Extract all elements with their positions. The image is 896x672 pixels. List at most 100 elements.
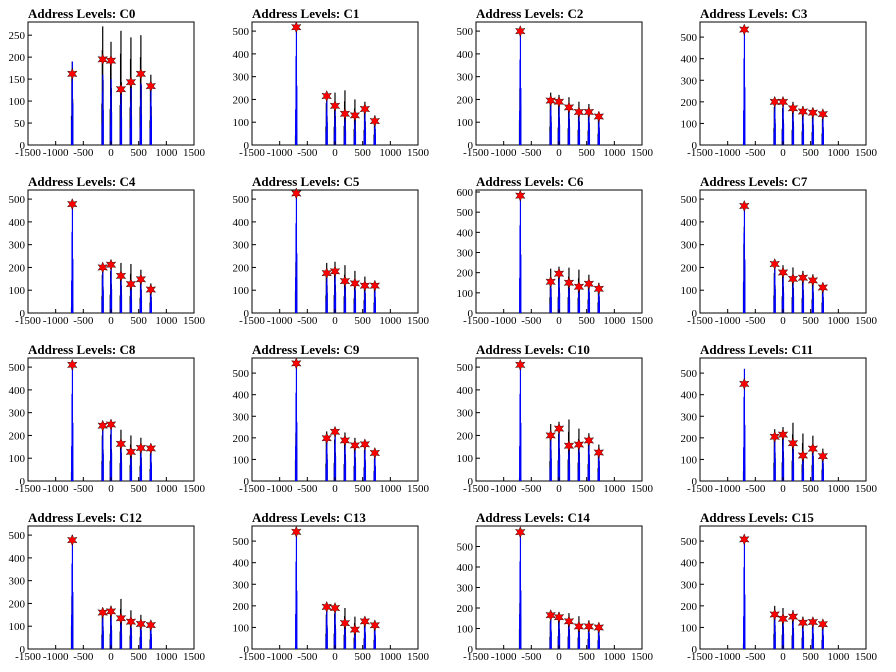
peak-marker [787,102,799,115]
panel-title: Address Levels: C0 [28,6,135,21]
y-tick-label: 200 [681,433,698,445]
peak-marker [115,437,127,450]
peak-marker [67,358,78,371]
x-tick-label: -1500 [463,483,489,495]
peak-marker [769,608,780,621]
peak-marker [739,199,750,212]
y-tick-label: 100 [233,454,250,466]
peak-marker [583,620,595,633]
y-tick-label: 300 [681,579,698,591]
x-tick-label: -1000 [715,147,741,159]
peak-marker [515,25,526,38]
x-tick-label: -500 [745,147,766,159]
histogram-panel-14: Address Levels: C14 0 100 200 300 400 500 -1500… [448,504,672,672]
peak-marker [115,83,127,96]
panel-title: Address Levels: C3 [700,6,808,21]
y-tick-label: 200 [681,97,698,109]
x-tick-label: -1000 [43,315,69,327]
x-tick-label: 1000 [155,483,178,495]
peak-marker [145,80,157,93]
y-tick-label: 500 [233,26,250,38]
y-tick-label: 200 [681,262,698,274]
peak-marker [329,425,341,438]
y-tick-label: 400 [9,217,26,229]
peak-marker [125,76,137,89]
y-tick-label: 500 [681,368,698,380]
peak-marker [135,617,147,630]
y-tick-label: 400 [9,553,26,565]
x-tick-label: 0 [556,315,562,327]
x-tick-label: 0 [780,315,786,327]
y-tick-label: 300 [233,411,250,423]
histogram-svg: Address Levels: C40100200300400500-1500-… [9,174,206,327]
y-tick-label: 0 [20,140,26,152]
peak-marker [291,525,302,538]
x-tick-label: -1500 [463,651,489,663]
y-tick-label: 400 [233,49,250,61]
peak-marker [329,601,341,615]
x-tick-label: -500 [73,315,94,327]
peak-marker [545,275,556,288]
x-tick-label: -1000 [267,483,293,495]
peak-marker [583,434,595,447]
x-tick-label: 1500 [183,483,206,495]
x-tick-label: -1500 [687,147,713,159]
x-tick-label: 1000 [379,315,402,327]
x-tick-label: 500 [578,315,595,327]
peak-marker [769,95,780,108]
x-tick-label: -500 [297,147,318,159]
peak-marker [739,23,750,36]
y-tick-label: 200 [457,430,474,442]
y-tick-label: 50 [14,118,26,130]
x-tick-label: -1000 [267,651,293,663]
y-tick-label: 500 [681,536,698,548]
histogram-panel-12: Address Levels: C12 0 100 200 300 400 500 -1500… [0,504,224,672]
peak-marker [125,445,137,458]
peak-marker [573,620,585,633]
panel-title: Address Levels: C14 [476,510,590,525]
histogram-svg: Address Levels: C11 0 100 200 300 400 500 -1500… [681,342,878,495]
histogram-panel-5: Address Levels: C5 0 100 200 300 400 500 -1500-… [224,168,448,336]
x-tick-label: 500 [578,651,595,663]
y-tick-label: 0 [692,308,698,320]
y-tick-label: 500 [233,194,250,206]
histogram-panel-6: Address Levels: C6 0 100 200 300 400 500 600 -15… [448,168,672,336]
y-tick-label: 0 [468,476,474,488]
histogram-svg: Address Levels: C50100200300400500-1500-… [233,174,430,327]
x-tick-label: 500 [354,315,371,327]
histogram-svg: Address Levels: C13 0 100 200 300 400 500 -1500… [233,510,430,663]
x-tick-label: 0 [556,651,562,663]
peak-marker [797,105,809,118]
y-tick-label: 400 [457,562,474,574]
panel-title: Address Levels: C8 [28,342,136,357]
y-tick-label: 100 [457,453,474,465]
y-tick-label: 100 [233,622,250,634]
y-tick-label: 300 [9,576,26,588]
x-tick-label: -500 [745,651,766,663]
x-tick-label: 0 [332,651,338,663]
peak-marker [369,619,381,632]
peak-marker [553,611,565,624]
peak-marker [369,279,381,292]
x-tick-label: 1000 [155,651,178,663]
y-tick-label: 400 [233,558,250,570]
x-tick-label: -1500 [15,651,41,663]
x-tick-label: 1500 [183,147,206,159]
peak-marker [339,107,351,120]
y-tick-label: 500 [457,26,474,38]
x-tick-label: 1500 [407,651,430,663]
x-tick-label: -1000 [491,651,517,663]
peak-marker [359,279,371,292]
peak-marker [359,102,371,116]
peak-marker [125,278,137,291]
peak-marker [553,95,565,108]
x-tick-label: -500 [297,315,318,327]
x-tick-label: 1500 [631,315,654,327]
peak-marker [817,450,829,463]
histogram-panel-9: Address Levels: C9 0 100 200 300 400 500 -1500-… [224,336,448,504]
peak-marker [545,429,556,442]
y-tick-label: 400 [457,227,474,239]
y-tick-label: 200 [457,603,474,615]
panel-title: Address Levels: C15 [700,510,814,525]
y-tick-label: 0 [20,476,26,488]
